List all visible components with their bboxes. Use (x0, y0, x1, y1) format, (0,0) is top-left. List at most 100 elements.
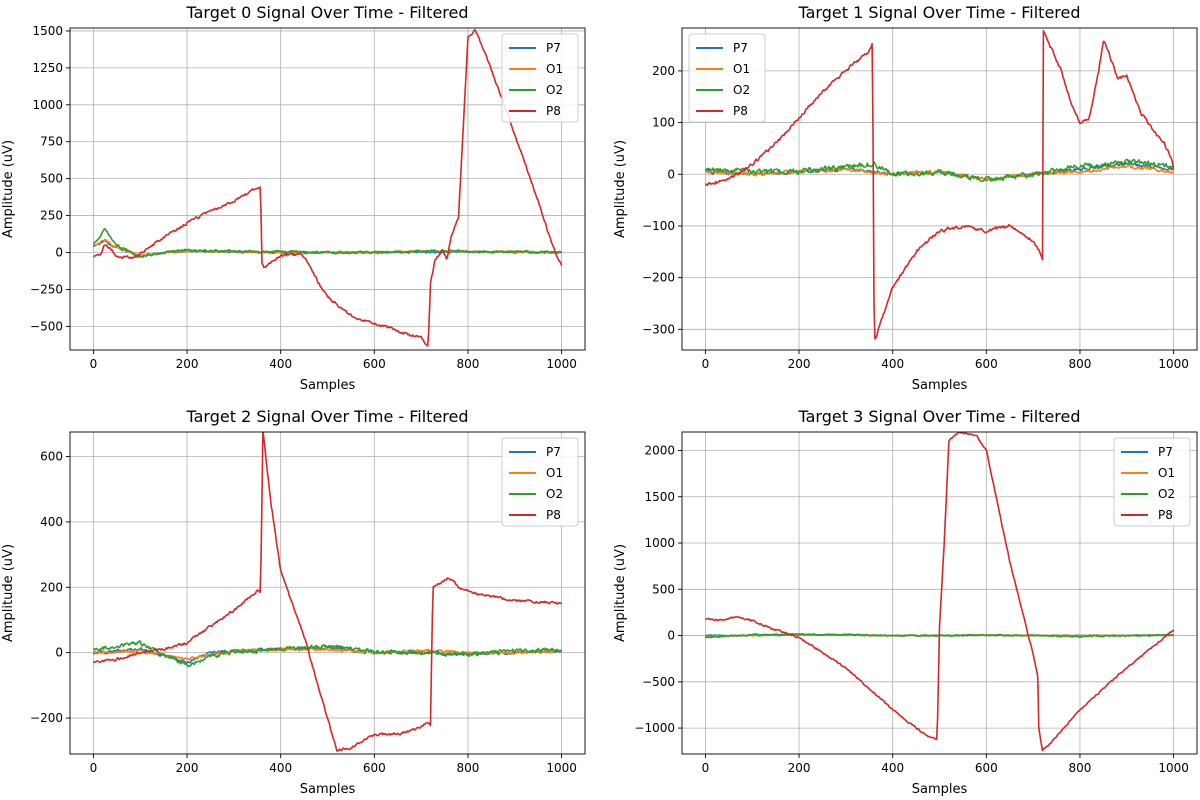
legend-label: O2 (546, 83, 563, 97)
x-axis-label: Samples (300, 782, 356, 797)
y-tick-label: 0 (667, 167, 675, 181)
legend-label: O1 (546, 62, 563, 76)
x-tick-label: 0 (702, 761, 710, 775)
x-tick-label: 800 (457, 761, 480, 775)
legend: P7 O1 O2 P8 (688, 33, 766, 123)
series-line-o2 (92, 640, 563, 668)
x-tick-label: 400 (881, 357, 904, 371)
y-tick-label: 500 (652, 582, 675, 596)
plot-frame (681, 431, 1198, 755)
y-axis-label: Amplitude (uV) (613, 544, 628, 642)
chart-panel-1: 0 200 400 600 800 1000 −300 −200 −100 0 100 200 Targ… (613, 3, 1198, 393)
y-tick-label: −200 (30, 711, 63, 725)
x-tick-label: 600 (975, 761, 998, 775)
legend-label: P7 (546, 41, 561, 55)
series-line-o2 (92, 227, 562, 258)
y-tick-label: 200 (40, 580, 63, 594)
x-tick-label: 0 (702, 357, 710, 371)
x-tick-label: 1000 (546, 357, 577, 371)
chart-panel-0: 0 200 400 600 800 1000 −500 −250 0 250 500 750 1000 1… (1, 3, 586, 393)
chart-panel-3: 0 200 400 600 800 1000 −1000 −500 0 500 1000 1500 20… (613, 407, 1198, 797)
y-tick-label: 100 (652, 116, 675, 130)
x-tick-label: 200 (788, 357, 811, 371)
series-line-p8 (705, 432, 1175, 752)
x-tick-label: 800 (1069, 357, 1092, 371)
legend-label: P7 (1158, 445, 1173, 459)
legend-label: O1 (546, 466, 563, 480)
legend-label: P7 (733, 41, 748, 55)
plot-frame (681, 27, 1198, 351)
y-tick-label: −300 (642, 322, 675, 336)
legend-label: P8 (1158, 508, 1173, 522)
legend-label: P8 (546, 104, 561, 118)
chart-title: Target 1 Signal Over Time - Filtered (797, 3, 1080, 22)
x-tick-label: 1000 (1158, 761, 1189, 775)
chart-panel-2: 0 200 400 600 800 1000 −200 0 200 400 600 Target 2 … (1, 407, 586, 797)
x-axis-label: Samples (912, 378, 968, 393)
x-axis-label: Samples (300, 378, 356, 393)
x-tick-label: 400 (269, 357, 292, 371)
y-tick-label: 1000 (32, 98, 63, 112)
y-tick-label: −1000 (634, 721, 675, 735)
y-tick-label: 400 (40, 515, 63, 529)
plot-frame (69, 27, 586, 351)
y-tick-label: 0 (55, 646, 63, 660)
x-tick-label: 600 (363, 761, 386, 775)
series-line-o2 (705, 158, 1175, 183)
y-axis-label: Amplitude (uV) (613, 140, 628, 238)
legend: P7 O1 O2 P8 (501, 437, 579, 527)
legend-label: P7 (546, 445, 561, 459)
y-tick-label: 1250 (32, 61, 63, 75)
chart-title: Target 0 Signal Over Time - Filtered (185, 3, 468, 22)
legend-label: P8 (546, 508, 561, 522)
y-tick-label: −500 (642, 675, 675, 689)
x-tick-label: 800 (1069, 761, 1092, 775)
y-axis-label: Amplitude (uV) (1, 140, 16, 238)
legend-label: O2 (1158, 487, 1175, 501)
x-tick-label: 1000 (1158, 357, 1189, 371)
legend: P7 O1 O2 P8 (1113, 437, 1191, 527)
y-axis-label: Amplitude (uV) (1, 544, 16, 642)
x-axis-label: Samples (912, 782, 968, 797)
legend-label: O1 (1158, 466, 1175, 480)
plot-frame (69, 431, 586, 755)
legend-label: O1 (733, 62, 750, 76)
x-tick-label: 200 (176, 761, 199, 775)
y-tick-label: 250 (40, 209, 63, 223)
y-tick-label: 0 (55, 246, 63, 260)
y-tick-label: 750 (40, 135, 63, 149)
y-tick-label: −200 (642, 271, 675, 285)
x-tick-label: 0 (90, 357, 98, 371)
legend: P7 O1 O2 P8 (501, 33, 579, 123)
chart-title: Target 2 Signal Over Time - Filtered (185, 407, 468, 426)
series-line-p8 (93, 28, 563, 347)
x-tick-label: 600 (363, 357, 386, 371)
x-tick-label: 400 (269, 761, 292, 775)
y-tick-label: 2000 (644, 444, 675, 458)
y-tick-label: −250 (30, 282, 63, 296)
series-line-p8 (704, 29, 1175, 340)
y-tick-label: −500 (30, 319, 63, 333)
x-tick-label: 200 (176, 357, 199, 371)
legend-label: O2 (733, 83, 750, 97)
chart-title: Target 3 Signal Over Time - Filtered (797, 407, 1080, 426)
y-tick-label: 200 (652, 64, 675, 78)
y-tick-label: −100 (642, 219, 675, 233)
x-tick-label: 0 (90, 761, 98, 775)
y-tick-label: 500 (40, 172, 63, 186)
y-tick-label: 1000 (644, 536, 675, 550)
x-tick-label: 200 (788, 761, 811, 775)
y-tick-label: 600 (40, 450, 63, 464)
x-tick-label: 600 (975, 357, 998, 371)
series-line-p8 (92, 432, 563, 752)
y-tick-label: 1500 (644, 490, 675, 504)
x-tick-label: 400 (881, 761, 904, 775)
x-tick-label: 1000 (546, 761, 577, 775)
x-tick-label: 800 (457, 357, 480, 371)
legend-label: P8 (733, 104, 748, 118)
y-tick-label: 1500 (32, 24, 63, 38)
y-tick-label: 0 (667, 629, 675, 643)
series-line-o1 (704, 164, 1175, 181)
legend-label: O2 (546, 487, 563, 501)
